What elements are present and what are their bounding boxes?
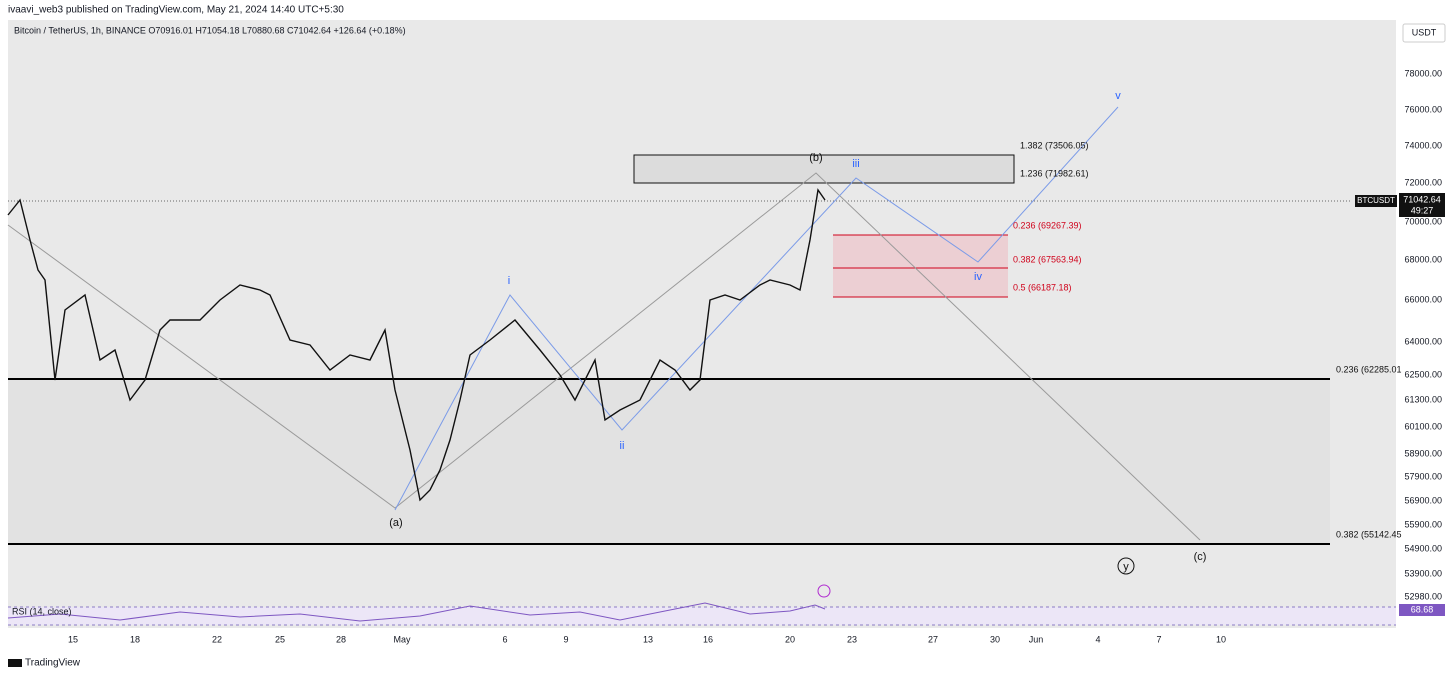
time-label: 16 xyxy=(703,634,713,644)
price-label: 53900.00 xyxy=(1404,568,1442,578)
price-label: 57900.00 xyxy=(1404,471,1442,481)
rsi-value: 68.68 xyxy=(1411,604,1434,614)
price-series xyxy=(7,188,826,502)
wave-path xyxy=(394,106,1119,511)
time-label: 4 xyxy=(1095,634,1100,644)
price-label: 78000.00 xyxy=(1404,68,1442,78)
wave-path xyxy=(7,172,1201,541)
price-label: 70000.00 xyxy=(1404,216,1442,226)
countdown: 49:27 xyxy=(1411,205,1434,215)
time-label: 22 xyxy=(212,634,222,644)
fib-label: 1.382 (73506.05) xyxy=(1020,140,1089,150)
price-tag xyxy=(1399,193,1445,217)
time-label: 25 xyxy=(275,634,285,644)
price-label: 61300.00 xyxy=(1404,394,1442,404)
price-label: 52980.00 xyxy=(1404,591,1442,601)
price-label: 68000.00 xyxy=(1404,254,1442,264)
time-label: 10 xyxy=(1216,634,1226,644)
rsi-tag xyxy=(1399,604,1445,616)
labels: ivaavi_web3 published on TradingView.com… xyxy=(8,5,1442,669)
price-label: 66000.00 xyxy=(1404,294,1442,304)
wave-label: (c) xyxy=(1194,551,1207,563)
wave-circle xyxy=(1117,557,1135,575)
time-label: 6 xyxy=(502,634,507,644)
price-label: 58900.00 xyxy=(1404,448,1442,458)
time-label: 18 xyxy=(130,634,140,644)
price-label: 72000.00 xyxy=(1404,177,1442,187)
time-label: Jun xyxy=(1029,634,1044,644)
wave-label: iii xyxy=(852,158,859,170)
wave-label: (a) xyxy=(389,517,402,529)
time-label: 20 xyxy=(785,634,795,644)
symbol-line: Bitcoin / TetherUS, 1h, BINANCE O70916.0… xyxy=(14,25,406,35)
time-label: 28 xyxy=(336,634,346,644)
brand: TradingView xyxy=(25,658,81,669)
publisher: ivaavi_web3 published on TradingView.com… xyxy=(8,5,344,16)
wave-label: iv xyxy=(974,271,982,283)
price-label: 76000.00 xyxy=(1404,104,1442,114)
fib-label: 0.236 (62285.01 xyxy=(1336,364,1402,374)
wave-label: (b) xyxy=(809,152,822,164)
symbol-tag xyxy=(1355,195,1397,207)
time-label: 27 xyxy=(928,634,938,644)
fib-label: 0.382 (55142.45 xyxy=(1336,529,1402,539)
time-label: 9 xyxy=(563,634,568,644)
price-label: 55900.00 xyxy=(1404,519,1442,529)
extension-box xyxy=(633,154,1015,184)
rsi-label: RSI (14, close) xyxy=(12,606,72,616)
price-label: 54900.00 xyxy=(1404,543,1442,553)
alert-icon xyxy=(817,584,831,598)
time-label: 7 xyxy=(1156,634,1161,644)
time-label: May xyxy=(393,634,411,644)
wave-label: y xyxy=(1123,561,1129,573)
fib-label: 0.236 (69267.39) xyxy=(1013,220,1082,230)
fib-label: 0.5 (66187.18) xyxy=(1013,282,1072,292)
logo xyxy=(8,659,22,667)
time-label: 15 xyxy=(68,634,78,644)
retracement-box xyxy=(833,235,1008,297)
time-label: 23 xyxy=(847,634,857,644)
rsi-band xyxy=(8,607,1396,625)
fib-label: 1.236 (71982.61) xyxy=(1020,168,1089,178)
rsi-line xyxy=(7,602,826,622)
wave-label: v xyxy=(1115,90,1121,102)
price-label: 56900.00 xyxy=(1404,495,1442,505)
currency[interactable]: USDT xyxy=(1412,27,1437,37)
price-label: 74000.00 xyxy=(1404,140,1442,150)
time-label: 30 xyxy=(990,634,1000,644)
time-label: 13 xyxy=(643,634,653,644)
wave-label: ii xyxy=(620,440,625,452)
symbol-tag-text: BTCUSDT xyxy=(1357,196,1395,205)
fib-zone xyxy=(8,379,1330,544)
price-label: 64000.00 xyxy=(1404,336,1442,346)
fib-label: 0.382 (67563.94) xyxy=(1013,254,1082,264)
price-tag-text: 71042.64 xyxy=(1403,194,1441,204)
currency-button[interactable] xyxy=(1402,23,1446,43)
price-label: 62500.00 xyxy=(1404,369,1442,379)
wave-label: i xyxy=(508,275,510,287)
price-label: 60100.00 xyxy=(1404,421,1442,431)
